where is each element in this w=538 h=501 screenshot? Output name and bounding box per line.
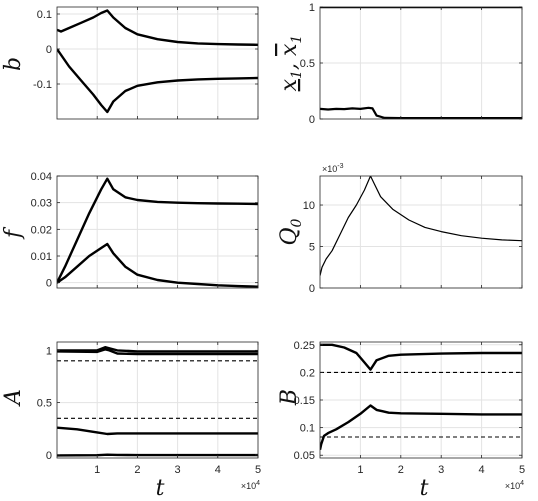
xtick-label: 5	[519, 464, 525, 476]
xtick-label: 2	[134, 464, 140, 476]
panel-B: 0.25 0.2 0.15 0.1 0.05 1 2 3 4 5 ×104	[294, 340, 525, 491]
ytick-label: 0.15	[294, 395, 315, 407]
panel-f: 0.04 0.03 0.02 0.01 0	[31, 171, 259, 290]
ytick-label: 0.1	[300, 423, 315, 435]
ytick-label: 0.2	[300, 367, 315, 379]
xtick-label: 5	[255, 464, 261, 476]
axes-box	[56, 341, 259, 459]
series-line-B-0	[320, 343, 522, 371]
ytick-label: 0.02	[31, 224, 52, 236]
xtick-label: 2	[398, 464, 404, 476]
series-line-b-1	[57, 48, 258, 114]
ytick-label: 0.05	[294, 450, 315, 462]
ytick-label: 0	[46, 278, 52, 290]
y-exponent-label: ×10-3	[322, 163, 344, 174]
xtick-label: 1	[357, 464, 363, 476]
ylabel-x1: x1, x1	[277, 35, 305, 92]
series-line-f-0	[57, 177, 258, 284]
ylabel-Q0: Q0	[277, 218, 305, 245]
ylabel-B: B	[277, 389, 302, 406]
ylabel-A: A	[1, 389, 26, 407]
series-line-b-0	[57, 9, 258, 46]
xtick-label: 3	[438, 464, 444, 476]
series-line-Q0-0	[320, 176, 522, 276]
ytick-label: 1	[46, 345, 52, 357]
ytick-label: 0.1	[37, 9, 52, 21]
series-line-A-2	[57, 426, 258, 436]
panel-A: 1 0.5 0 1 2 3 4 5 ×104	[37, 341, 261, 491]
ytick-label: 0.5	[300, 58, 315, 70]
ytick-label: 0	[46, 450, 52, 462]
ytick-label: 0.03	[31, 198, 52, 210]
xlabel-right: t	[420, 476, 429, 501]
xtick-label: 1	[94, 464, 100, 476]
ytick-label: 0.25	[294, 340, 315, 352]
x-multiplier: ×104	[241, 480, 260, 491]
panel-x1: 1 0.5 0 x1, x1	[277, 2, 523, 126]
ytick-label: 10	[303, 200, 315, 212]
ytick-label: -0.1	[33, 79, 52, 91]
panel-Q0: 10 5 0 ×10-3 Q0	[277, 163, 523, 295]
ytick-label: 0	[309, 283, 315, 295]
xlabel-left: t	[156, 476, 165, 501]
axes-box	[56, 175, 259, 289]
series-line-x1-1	[320, 106, 522, 119]
x-multiplier: ×104	[505, 480, 524, 491]
ytick-label: 0.04	[31, 171, 52, 183]
xtick-label: 4	[215, 464, 221, 476]
axes-box	[319, 175, 523, 289]
series-line-A-0	[57, 346, 258, 353]
axes-box	[56, 6, 259, 120]
xtick-label: 4	[479, 464, 485, 476]
series-line-B-1	[320, 404, 522, 450]
series-line-A-1	[57, 348, 258, 356]
ytick-label: 0	[309, 114, 315, 126]
xtick-label: 3	[175, 464, 181, 476]
ytick-label: 1	[309, 2, 315, 14]
ylabel-b: b	[1, 57, 26, 71]
series-line-A-3	[57, 453, 258, 457]
ytick-label: 0	[46, 44, 52, 56]
ytick-label: 5	[309, 242, 315, 254]
ylabel-f: f	[1, 226, 26, 240]
ytick-label: 0.5	[37, 398, 52, 410]
panel-b: 0.1 0 -0.1	[33, 6, 259, 120]
series-line-f-1	[57, 242, 258, 288]
ytick-label: 0.01	[31, 251, 52, 263]
